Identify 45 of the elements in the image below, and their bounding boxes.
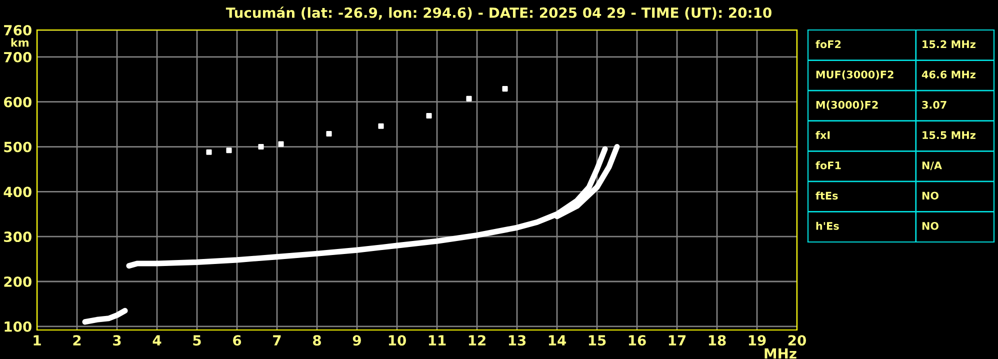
x-tick-label: 17 bbox=[668, 335, 686, 346]
x-tick-label: 8 bbox=[313, 335, 321, 346]
y-axis-title: km bbox=[11, 38, 28, 47]
text: fxI bbox=[816, 130, 830, 139]
text: ftEs bbox=[816, 192, 838, 200]
text: NO bbox=[922, 222, 939, 230]
x-tick-label: 20 bbox=[788, 335, 806, 346]
x-tick-label: 14 bbox=[548, 335, 566, 346]
y-tick-label: 100 bbox=[4, 321, 32, 332]
y-tick-label: 760 bbox=[4, 24, 32, 36]
text: 3.07 bbox=[922, 100, 946, 109]
x-tick-label: 5 bbox=[193, 335, 201, 346]
text: foF1 bbox=[816, 161, 841, 170]
y-tick-label: 300 bbox=[4, 232, 32, 242]
text: 46.6 MHz bbox=[922, 70, 976, 78]
x-tick-label: 12 bbox=[468, 335, 486, 346]
text: NO bbox=[922, 192, 939, 200]
x-tick-label: 15 bbox=[588, 335, 606, 346]
x-tick-label: 11 bbox=[428, 335, 446, 346]
text: foF2 bbox=[816, 40, 841, 48]
x-tick-label: 10 bbox=[388, 335, 406, 346]
x-tick-label: 1 bbox=[34, 335, 41, 346]
y-tick-label: 400 bbox=[4, 186, 32, 198]
y-tick-label: 200 bbox=[4, 276, 32, 287]
text: 15.2 MHz bbox=[922, 40, 976, 48]
x-tick-label: 4 bbox=[152, 335, 162, 346]
text: N/A bbox=[922, 162, 942, 170]
y-tick-label: 500 bbox=[4, 142, 32, 152]
x-axis-title: MHz bbox=[764, 348, 796, 359]
y-tick-label: 600 bbox=[4, 96, 32, 108]
x-tick-label: 2 bbox=[73, 335, 81, 346]
text: h'Es bbox=[816, 222, 839, 230]
x-tick-label: 13 bbox=[508, 335, 526, 346]
x-tick-label: 18 bbox=[708, 335, 726, 346]
x-tick-label: 9 bbox=[352, 335, 361, 346]
x-tick-label: 16 bbox=[628, 335, 646, 346]
x-tick-label: 3 bbox=[113, 335, 121, 346]
y-tick-label: 700 bbox=[4, 52, 32, 62]
text: M(3000)F2 bbox=[816, 100, 878, 110]
text: MUF(3000)F2 bbox=[816, 70, 894, 80]
x-tick-label: 19 bbox=[748, 335, 766, 346]
x-tick-label: 6 bbox=[233, 335, 242, 346]
text: 15.5 MHz bbox=[922, 131, 976, 140]
x-tick-label: 7 bbox=[273, 335, 281, 346]
chart-title: Tucumán (lat: -26.9, lon: 294.6) - DATE: 2025 04 29 - TIME (UT): 20:10 bbox=[226, 6, 772, 20]
